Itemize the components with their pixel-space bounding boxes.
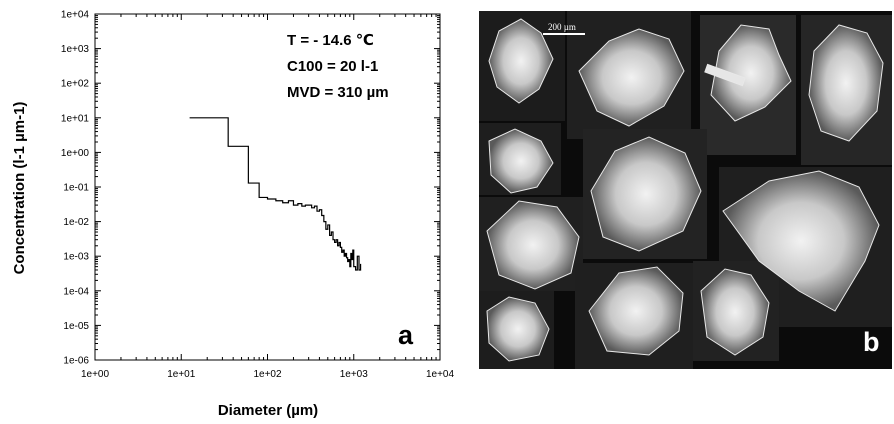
annotation-temperature: T = - 14.6 ℃ xyxy=(287,32,374,49)
ice-crystal-4 xyxy=(808,24,884,142)
tick-labels: 1e+00 1e+01 1e+02 1e+03 1e+04 1e+04 1e+03 1e+02… xyxy=(61,10,455,381)
y-tick-label: 1e+03 xyxy=(61,44,90,55)
x-tick-label: 1e+02 xyxy=(253,369,282,380)
ice-crystal-collage: 200 µm b xyxy=(479,11,892,369)
y-tick-label: 1e-05 xyxy=(63,321,89,332)
ice-crystal-image-panel: 200 µm b xyxy=(479,11,892,369)
x-tick-label: 1e+03 xyxy=(340,369,369,380)
y-tick-label: 1e-06 xyxy=(63,356,89,367)
plot-frame xyxy=(94,13,441,361)
axis-ticks xyxy=(94,13,441,361)
y-axis-title: Concentration (l-1 µm-1) xyxy=(11,102,28,275)
y-tick-label: 1e+02 xyxy=(61,79,90,90)
panel-label-a: a xyxy=(398,320,414,350)
y-tick-label: 1e-02 xyxy=(63,217,89,228)
annotation-c100: C100 = 20 l-1 xyxy=(287,58,378,75)
x-tick-label: 1e+01 xyxy=(167,369,196,380)
ice-crystal-6 xyxy=(590,136,702,252)
x-axis-title: Diameter (µm) xyxy=(218,402,318,419)
y-tick-label: 1e-03 xyxy=(63,252,89,263)
y-tick-label: 1e+00 xyxy=(61,148,90,159)
y-tick-label: 1e+01 xyxy=(61,113,90,124)
ice-crystal-7 xyxy=(722,170,880,312)
ice-crystal-1 xyxy=(488,18,554,104)
series-layer xyxy=(189,117,362,271)
scale-bar xyxy=(543,33,585,35)
ice-crystal-11 xyxy=(700,268,770,356)
y-tick-label: 1e-04 xyxy=(63,286,89,297)
ice-crystal-3 xyxy=(704,24,792,122)
y-tick-label: 1e+04 xyxy=(61,10,90,21)
series-line xyxy=(189,117,362,271)
y-tick-label: 1e-01 xyxy=(63,183,89,194)
annotation-mvd: MVD = 310 µm xyxy=(287,84,389,101)
x-tick-label: 1e+00 xyxy=(81,369,110,380)
panel-label-b: b xyxy=(863,327,880,357)
ice-crystal-10 xyxy=(588,266,684,356)
ice-crystal-9 xyxy=(486,296,550,362)
plot-area-border xyxy=(94,13,441,361)
ice-crystal-2 xyxy=(578,28,685,127)
ice-crystal-8 xyxy=(486,200,580,290)
size-distribution-chart: 1e+00 1e+01 1e+02 1e+03 1e+04 1e+04 1e+03 1e+02… xyxy=(11,10,455,420)
ice-crystal-5 xyxy=(488,128,554,194)
x-tick-label: 1e+04 xyxy=(426,369,455,380)
scale-bar-label: 200 µm xyxy=(548,22,576,32)
